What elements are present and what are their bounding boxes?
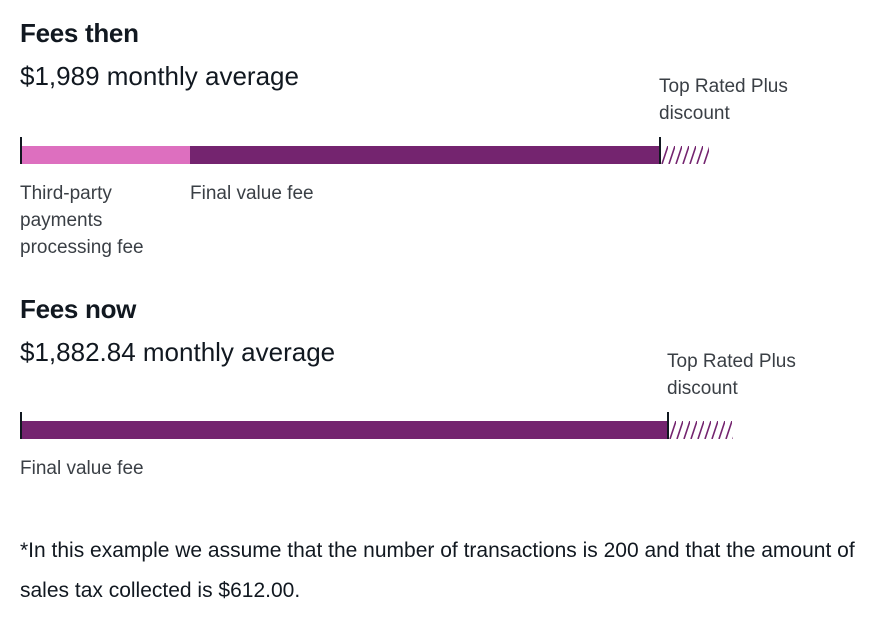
fees-then-heading: Fees then — [20, 18, 139, 48]
final-value-fee-label: Final value fee — [190, 183, 314, 204]
fees-then-discount-label: Top Rated Plus discount — [659, 76, 788, 124]
bar-end-tick — [659, 137, 661, 164]
discount-hatch — [669, 421, 733, 439]
bar-start-tick — [20, 412, 22, 439]
fees-now-amount: $1,882.84 monthly average — [20, 337, 336, 367]
bar-end-tick — [667, 412, 669, 439]
processing-fee-label: Third-party payments processing fee — [20, 183, 144, 258]
bar-start-tick — [20, 137, 22, 164]
final-value-fee-segment — [190, 146, 659, 164]
fees-now-discount-label: Top Rated Plus discount — [667, 351, 796, 399]
fees-now-heading: Fees now — [20, 294, 137, 324]
final-value-fee-segment — [22, 421, 667, 439]
footnote: *In this example we assume that the numb… — [20, 539, 855, 602]
processing-fee-segment — [22, 146, 190, 164]
fees-then-amount: $1,989 monthly average — [20, 61, 299, 91]
fees-now-final-value-fee-label: Final value fee — [20, 458, 144, 479]
discount-hatch — [661, 146, 709, 164]
